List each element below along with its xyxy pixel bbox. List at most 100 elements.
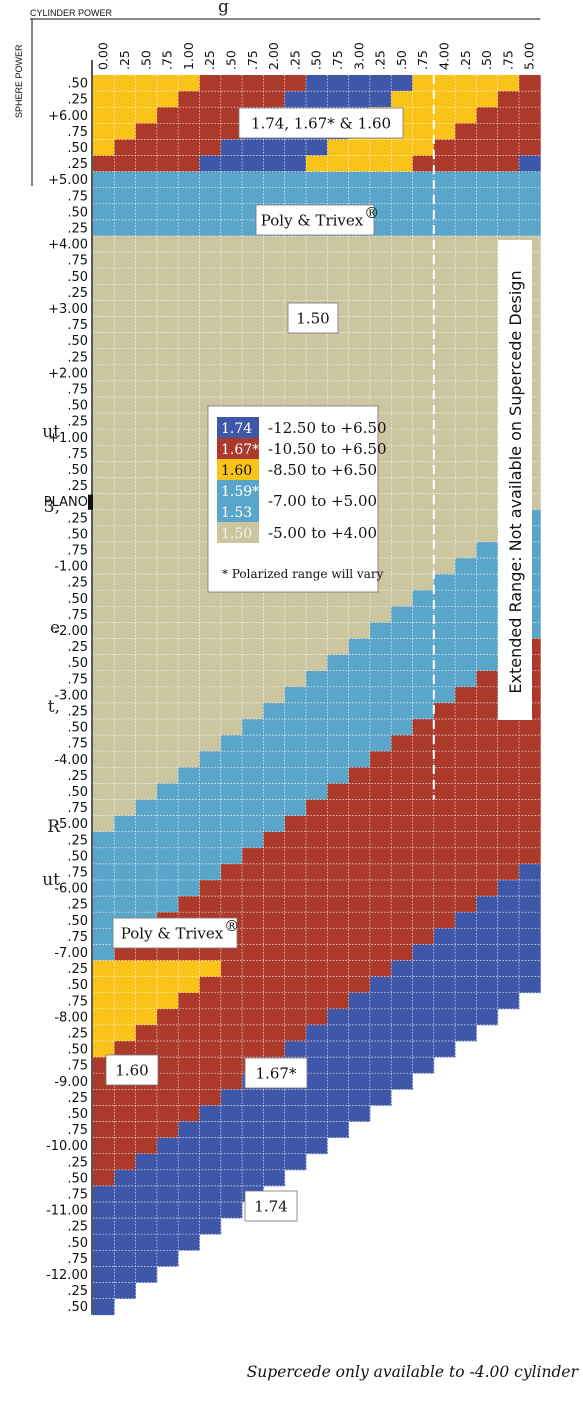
cell-1.50 — [284, 670, 307, 688]
cell-1.50 — [178, 252, 200, 269]
cell-1.50 — [369, 316, 392, 333]
cell-1.74 — [284, 1089, 307, 1106]
cell-1.50 — [93, 590, 115, 607]
cell-1.50 — [284, 252, 307, 269]
cell-1.50 — [114, 670, 136, 688]
cell-1.74 — [306, 1137, 328, 1155]
cell-1.67 — [199, 1008, 222, 1026]
cell-1.50 — [93, 413, 115, 430]
cell-1.67 — [156, 139, 179, 156]
cell-1.59-1.53 — [306, 171, 328, 189]
cell-1.60 — [327, 155, 349, 172]
cell-1.67 — [455, 123, 477, 140]
label-poly-top-box — [255, 204, 375, 236]
cell-1.74 — [93, 1250, 115, 1267]
cell-1.50 — [476, 300, 499, 317]
cell-1.50 — [93, 686, 115, 704]
cell-1.59-1.53 — [156, 847, 179, 865]
cell-1.74 — [220, 1169, 243, 1187]
cell-1.60 — [114, 75, 136, 92]
y-tick-label: .50 — [67, 849, 88, 864]
cell-1.50 — [178, 300, 200, 317]
cell-1.74 — [93, 1298, 115, 1316]
cell-1.50 — [412, 509, 435, 527]
cell-1.50 — [306, 268, 328, 285]
cell-1.50 — [476, 348, 499, 366]
cell-1.50 — [199, 332, 222, 350]
cell-1.50 — [455, 509, 477, 527]
cell-1.59-1.53 — [327, 171, 349, 189]
cell-1.67 — [114, 944, 136, 961]
cell-1.67 — [519, 815, 541, 833]
x-tick-label: .25 — [202, 50, 217, 70]
cell-1.67 — [178, 1105, 200, 1122]
cell-1.67 — [497, 155, 520, 172]
x-tick-label: .25 — [373, 50, 388, 70]
cell-1.67 — [199, 896, 222, 913]
cell-1.50 — [348, 606, 371, 623]
cell-1.74 — [433, 960, 456, 977]
cell-1.67 — [156, 1121, 179, 1138]
cell-1.67 — [242, 91, 264, 108]
cell-1.74 — [263, 155, 286, 172]
y-tick-label: .75 — [67, 672, 88, 687]
cell-1.50 — [178, 654, 200, 672]
x-tick-label: .50 — [138, 50, 153, 70]
cell-1.74 — [284, 139, 307, 156]
cell-1.50 — [93, 574, 115, 591]
cell-1.50 — [476, 445, 499, 462]
cell-1.67 — [156, 155, 179, 172]
cell-1.67 — [199, 992, 222, 1010]
cell-1.74 — [391, 992, 413, 1010]
cell-1.50 — [433, 236, 456, 253]
cell-1.60 — [135, 91, 158, 108]
cell-1.74 — [369, 1089, 392, 1106]
cell-1.74 — [455, 1008, 477, 1026]
cell-1.67 — [178, 107, 200, 124]
cell-1.50 — [433, 252, 456, 269]
cell-1.50 — [327, 380, 349, 398]
cell-1.60 — [135, 107, 158, 124]
cell-1.67 — [391, 912, 413, 929]
cell-1.67 — [242, 1041, 264, 1058]
cell-1.59-1.53 — [327, 702, 349, 720]
cell-1.67 — [369, 912, 392, 929]
y-tick-label: +4.00 — [48, 238, 88, 253]
cell-1.67 — [455, 783, 477, 800]
cell-1.59-1.53 — [476, 654, 499, 672]
cell-1.74 — [199, 1202, 222, 1219]
cell-1.59-1.53 — [476, 541, 499, 559]
cell-1.67 — [348, 815, 371, 833]
cell-1.74 — [242, 1121, 264, 1138]
cell-1.59-1.53 — [348, 171, 371, 189]
cell-1.67 — [93, 1089, 115, 1106]
cell-1.67 — [369, 783, 392, 800]
cell-1.59-1.53 — [242, 815, 264, 833]
cell-1.67 — [284, 944, 307, 961]
cell-1.67 — [369, 880, 392, 897]
cell-1.50 — [93, 654, 115, 672]
cell-1.50 — [199, 606, 222, 623]
cell-1.59-1.53 — [476, 590, 499, 607]
y-tick-label: .25 — [67, 1027, 88, 1042]
cell-1.74 — [263, 1169, 286, 1187]
legend-note: * Polarized range will vary — [222, 567, 384, 581]
cell-1.67 — [284, 912, 307, 929]
cell-1.50 — [135, 397, 158, 414]
x-tick-label: 2.00 — [266, 42, 281, 70]
cell-1.50 — [135, 654, 158, 672]
cell-1.59-1.53 — [455, 558, 477, 575]
cell-1.74 — [327, 1008, 349, 1026]
cell-1.74 — [263, 139, 286, 156]
cell-1.67 — [391, 815, 413, 833]
cell-1.74 — [199, 1185, 222, 1203]
cell-1.50 — [412, 348, 435, 366]
cell-1.67 — [263, 992, 286, 1010]
y-tick-label: .75 — [67, 125, 88, 140]
cell-1.60 — [93, 1024, 115, 1042]
cell-1.74 — [497, 912, 520, 929]
cell-1.74 — [284, 155, 307, 172]
cell-1.50 — [348, 236, 371, 253]
cell-1.50 — [263, 284, 286, 301]
cell-1.50 — [455, 364, 477, 382]
